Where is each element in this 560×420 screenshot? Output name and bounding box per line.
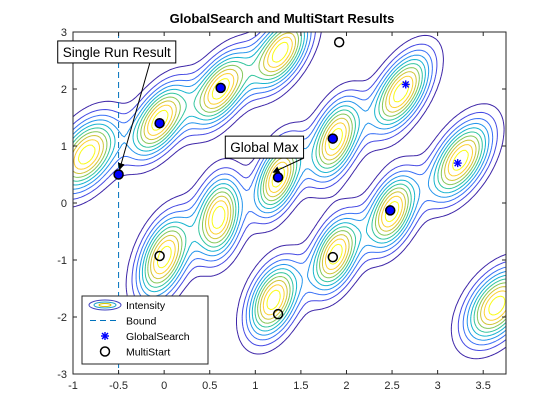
x-tick-label: 3.5 (476, 380, 491, 392)
globalsearch-point (273, 172, 283, 182)
y-tick-label: 3 (61, 27, 67, 39)
annotation-single-run: Single Run Result (63, 45, 171, 60)
star-stroke (101, 332, 109, 340)
x-tick-label: 2.5 (384, 380, 399, 392)
annotation-box (224, 135, 305, 159)
x-tick-label: 2 (343, 380, 349, 392)
globalsearch-point (216, 83, 226, 93)
globalsearch-point (401, 80, 410, 89)
multistart-point (154, 250, 165, 262)
multistart-point (384, 205, 396, 216)
y-tick-label: 2 (61, 84, 67, 96)
multistart-point (327, 133, 339, 144)
multistart-point (154, 117, 165, 129)
x-tick-label: 3 (435, 380, 441, 392)
legend-label: Bound (126, 316, 157, 328)
multistart-point (327, 251, 339, 263)
legend-intensity-icon (98, 303, 112, 307)
x-tick-label: 1 (252, 380, 258, 392)
legend-label: Intensity (126, 300, 166, 312)
x-tick-label: 1.5 (293, 380, 308, 392)
y-tick-label: -2 (57, 312, 67, 324)
annotation-global-max: Global Max (230, 140, 299, 155)
contour-level (73, 32, 506, 329)
globalsearch-point (114, 170, 124, 179)
legend-box (81, 295, 209, 365)
annotation-arrow (272, 157, 304, 173)
legend-label: MultiStart (126, 347, 170, 359)
legend-multistart-icon (99, 346, 111, 357)
globalsearch-point (328, 134, 338, 144)
annotation-box (57, 40, 177, 64)
axes: -1 -0.5 0 0.5 1 1.5 2 2.5 3 3.5 -3 -2 -1 0 1 2 3 (57, 27, 507, 392)
x-tick-label: -1 (68, 380, 78, 392)
x-tick-label: 0.5 (202, 380, 217, 392)
y-tick-label: 0 (61, 198, 67, 210)
legend-globalsearch-icon (101, 332, 109, 340)
legend-intensity-icon (93, 301, 117, 309)
legend-label: GlobalSearch (126, 331, 190, 343)
legend-intensity-icon (88, 299, 122, 311)
y-tick-label: -3 (57, 369, 67, 381)
star-stroke (454, 159, 462, 167)
multistart-point (272, 308, 284, 320)
multistart-point (333, 37, 345, 48)
contour-level (73, 32, 506, 360)
annotations-layer: Single Run Result Global Max (57, 40, 305, 173)
contour-level (73, 32, 506, 337)
chart-title: GlobalSearch and MultiStart Results (170, 11, 395, 26)
x-tick-label: 0 (161, 380, 167, 392)
annotation-arrow (117, 62, 151, 171)
y-tick-label: 1 (61, 141, 67, 153)
globalsearch-point (385, 205, 395, 215)
markers-layer (113, 37, 462, 320)
star-stroke (402, 80, 410, 88)
contour-level (73, 32, 506, 341)
contour-level (73, 36, 506, 321)
x-tick-label: -0.5 (109, 380, 128, 392)
globalsearch-point (453, 159, 462, 168)
globalsearch-point (155, 118, 165, 128)
multistart-point (215, 82, 226, 94)
y-tick-label: -1 (57, 255, 67, 267)
legend: Intensity Bound GlobalSearch MultiStart (81, 295, 209, 365)
